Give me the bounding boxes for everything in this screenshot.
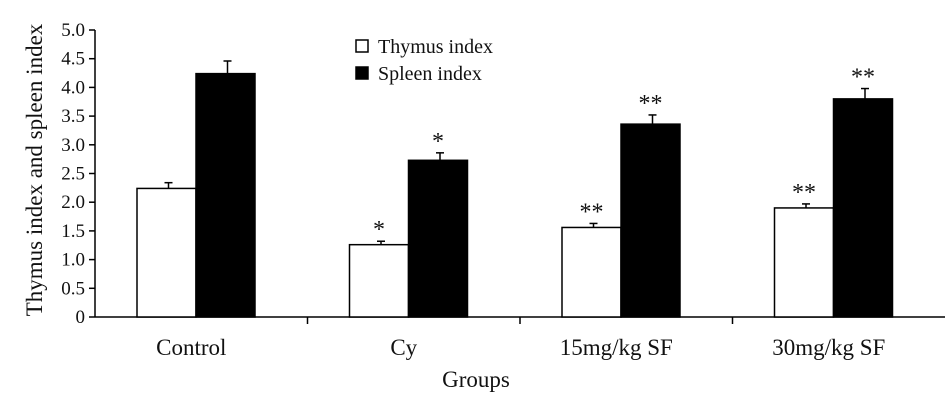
plot-area: 0 0.5 1.0 1.5 2.0 2.5 3.0 3.5 4.0 4.5 5.0 Control Cy… [61,20,945,360]
significance-marker: * [432,129,444,155]
y-tick-label: 0.5 [61,278,85,299]
y-tick-label: 0 [76,307,86,328]
legend-swatch-spleen [355,66,369,80]
y-tick-label: 3.0 [61,135,85,156]
y-tick-label: 5.0 [61,20,85,41]
significance-marker: ** [851,65,875,91]
y-tick-label: 4.0 [61,77,85,98]
category-label: Control [156,335,226,360]
bar-thymus [773,207,835,318]
bar-thymus [136,187,197,318]
y-tick-label: 2.5 [61,164,85,185]
bar-spleen [832,98,894,318]
bar-spleen [407,159,469,318]
category-label: 15mg/kg SF [560,335,673,360]
legend-label-thymus: Thymus index [378,36,493,58]
legend-label-spleen: Spleen index [378,63,482,85]
legend-swatch-thymus [355,39,369,53]
y-tick-label: 2.0 [61,192,85,213]
category-label: Cy [390,335,417,360]
bar-spleen [620,123,681,318]
category-label: 30mg/kg SF [772,335,885,360]
significance-marker: * [373,217,385,243]
y-axis-title: Thymus index and spleen index [22,23,47,316]
y-tick-label: 3.5 [61,106,85,127]
bar-thymus [561,226,622,318]
significance-marker: ** [639,91,663,117]
legend: Thymus index Spleen index [355,36,493,85]
y-tick-label: 1.5 [61,221,85,242]
significance-marker: ** [580,199,604,225]
x-axis-title: Groups [442,367,510,392]
bar-spleen [195,72,256,318]
significance-marker: ** [792,180,816,206]
y-tick-label: 4.5 [61,49,85,70]
bar-thymus [348,243,410,318]
y-tick-label: 1.0 [61,250,85,271]
